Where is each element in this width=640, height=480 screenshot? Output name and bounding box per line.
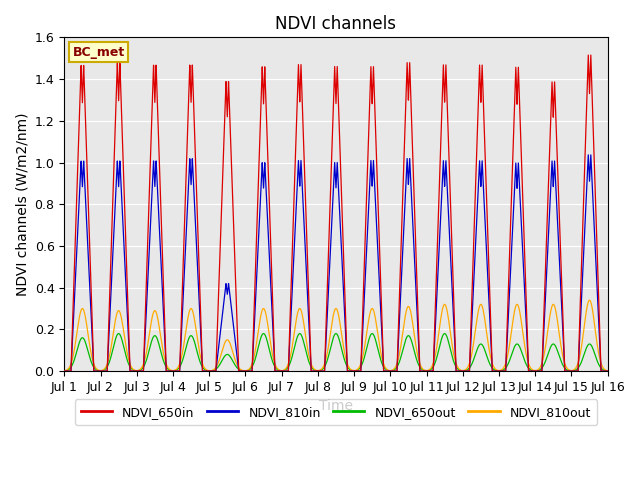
Title: NDVI channels: NDVI channels bbox=[275, 15, 396, 33]
Text: BC_met: BC_met bbox=[72, 46, 125, 59]
X-axis label: Time: Time bbox=[319, 399, 353, 413]
Y-axis label: NDVI channels (W/m2/nm): NDVI channels (W/m2/nm) bbox=[15, 112, 29, 296]
Legend: NDVI_650in, NDVI_810in, NDVI_650out, NDVI_810out: NDVI_650in, NDVI_810in, NDVI_650out, NDV… bbox=[75, 399, 597, 425]
